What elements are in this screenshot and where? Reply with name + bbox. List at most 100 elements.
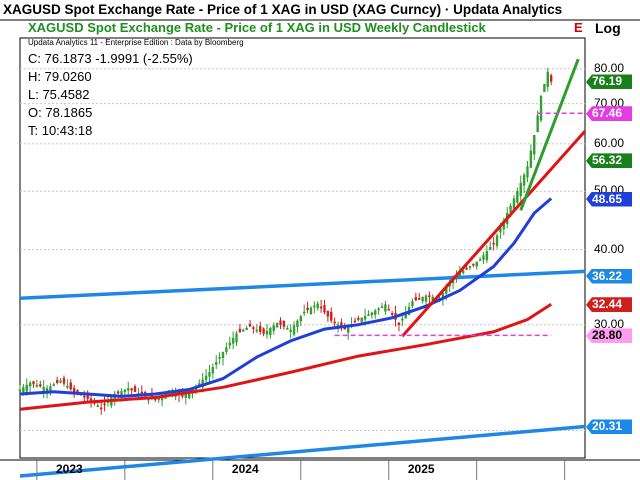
candle-body — [42, 387, 45, 391]
candle-body — [45, 388, 49, 392]
candle-body — [529, 150, 533, 168]
candle-body — [539, 95, 543, 121]
candle-body — [252, 327, 255, 329]
candle-body — [546, 71, 549, 87]
candle-body — [478, 259, 482, 262]
candle-body — [59, 380, 62, 383]
price-badge: 36.22 — [586, 268, 632, 284]
candle-body — [367, 314, 370, 316]
candle-body — [489, 247, 492, 250]
candle-body — [495, 235, 499, 246]
chart-subtitle-suffix: E — [574, 20, 583, 35]
candle-body — [292, 325, 296, 335]
chart-subtitle: XAGUSD Spot Exchange Rate - Price of 1 X… — [28, 20, 486, 35]
candle-body — [66, 386, 69, 388]
candle-body — [428, 295, 431, 298]
window-title: XAGUSD Spot Exchange Rate - Price of 1 X… — [0, 0, 640, 20]
price-badge: 32.44 — [586, 297, 632, 313]
candle-body — [56, 379, 59, 383]
y-tick-label: 80.00 — [594, 60, 625, 75]
candle-body — [401, 318, 404, 321]
candle-body — [221, 351, 225, 359]
candle-body — [32, 381, 35, 385]
candle-body — [83, 395, 86, 398]
edition-label: Updata Analytics 11 - Enterprise Edition… — [28, 38, 244, 47]
candle-body — [245, 327, 248, 330]
candle-body — [519, 182, 522, 197]
channel-upper-line — [19, 269, 586, 300]
candle-body — [289, 329, 292, 332]
price-badge: 48.65 — [586, 191, 632, 207]
candle-body — [22, 387, 25, 393]
candle-body — [96, 405, 99, 408]
price-badge: 67.46 — [586, 106, 632, 122]
candle-body — [269, 328, 272, 335]
candle-body — [370, 312, 374, 316]
candle-body — [231, 337, 235, 344]
x-tick-label: 2023 — [56, 462, 83, 476]
candle-body — [228, 342, 231, 346]
candle-body — [103, 403, 106, 406]
log-scale-label: Log — [595, 20, 621, 36]
candle-body — [536, 115, 539, 133]
candle-body — [116, 391, 120, 394]
candle-body — [319, 306, 323, 309]
candle-body — [282, 320, 286, 327]
trendline-green — [519, 58, 580, 211]
candle-body — [275, 322, 279, 328]
candle-body — [279, 320, 282, 325]
candle-body — [485, 251, 489, 261]
candle-body — [218, 356, 221, 359]
candle-body — [414, 297, 418, 301]
trendline-red — [401, 130, 587, 338]
candle-body — [208, 372, 211, 377]
candle-body — [380, 306, 384, 309]
candle-body — [411, 301, 414, 307]
y-tick-label: 30.00 — [594, 316, 625, 331]
candle-body — [309, 307, 313, 314]
candle-body — [299, 316, 302, 322]
open-readout: O: 78.1865 — [28, 105, 93, 120]
candle-body — [330, 311, 333, 321]
candle-body — [225, 347, 228, 352]
candle-body — [465, 267, 468, 270]
candle-body — [211, 367, 215, 374]
plot-frame — [19, 37, 586, 459]
candle-body — [543, 83, 546, 92]
candle-body — [248, 323, 252, 327]
candle-body — [286, 327, 289, 330]
candle-body — [184, 393, 187, 398]
candle-body — [316, 303, 319, 309]
candle-body — [259, 326, 262, 333]
candle-body — [468, 266, 472, 268]
price-badge: 20.31 — [586, 419, 632, 435]
candle-body — [475, 261, 478, 267]
candle-body — [127, 388, 130, 391]
candle-body — [516, 191, 519, 203]
candle-body — [133, 386, 137, 393]
candle-body — [215, 361, 218, 365]
candle-body — [265, 330, 269, 335]
candle-body — [482, 255, 485, 260]
candle-body — [35, 384, 39, 387]
candle-body — [353, 320, 357, 323]
candle-body — [69, 382, 72, 390]
time-readout: T: 10:43:18 — [28, 123, 93, 138]
candle-body — [374, 310, 377, 315]
candle-body — [326, 311, 330, 317]
candle-body — [62, 378, 66, 384]
close-readout: C: 76.1873 -1.9991 (-2.55%) — [28, 51, 193, 66]
candle-body — [235, 333, 238, 343]
candle-body — [255, 329, 259, 332]
candle-body — [313, 305, 316, 308]
price-badge: 76.19 — [586, 74, 632, 90]
candle-body — [363, 315, 367, 320]
candle-body — [72, 387, 76, 393]
x-tick-label: 2024 — [231, 462, 259, 476]
candle-body — [357, 318, 360, 320]
y-tick-label: 70.00 — [594, 95, 625, 110]
candle-body — [242, 329, 245, 332]
candle-body — [306, 307, 309, 311]
y-tick-label: 40.00 — [594, 241, 625, 256]
